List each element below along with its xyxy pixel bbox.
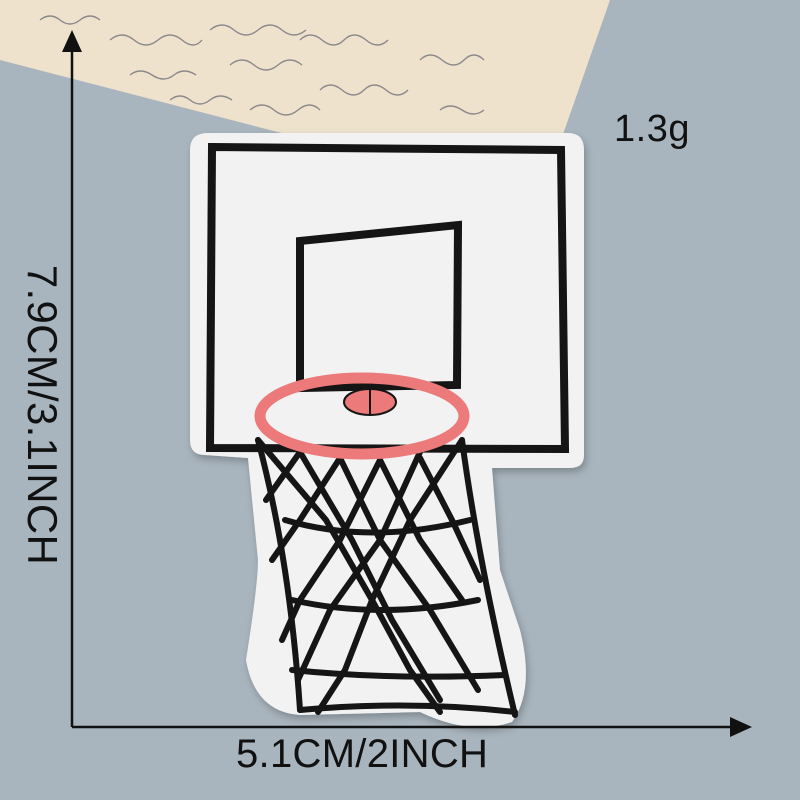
hoop-net [255,437,518,718]
arrow-up-icon [62,30,82,52]
backboard-frame [205,142,570,454]
hoop-rim [254,372,470,460]
weight-label: 1.3g [614,108,690,150]
backboard-target-square [296,220,463,393]
handwriting [39,15,485,116]
dimension-arrows [62,30,752,737]
width-label: 5.1CM/2INCH [236,732,489,776]
arrow-right-icon [730,717,752,737]
height-label: 7.9CM/3.1INCH [19,264,66,566]
basketball-hoop-patch [190,133,584,728]
